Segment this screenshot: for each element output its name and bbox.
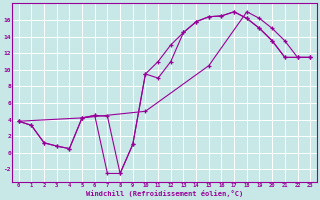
X-axis label: Windchill (Refroidissement éolien,°C): Windchill (Refroidissement éolien,°C) (86, 190, 243, 197)
